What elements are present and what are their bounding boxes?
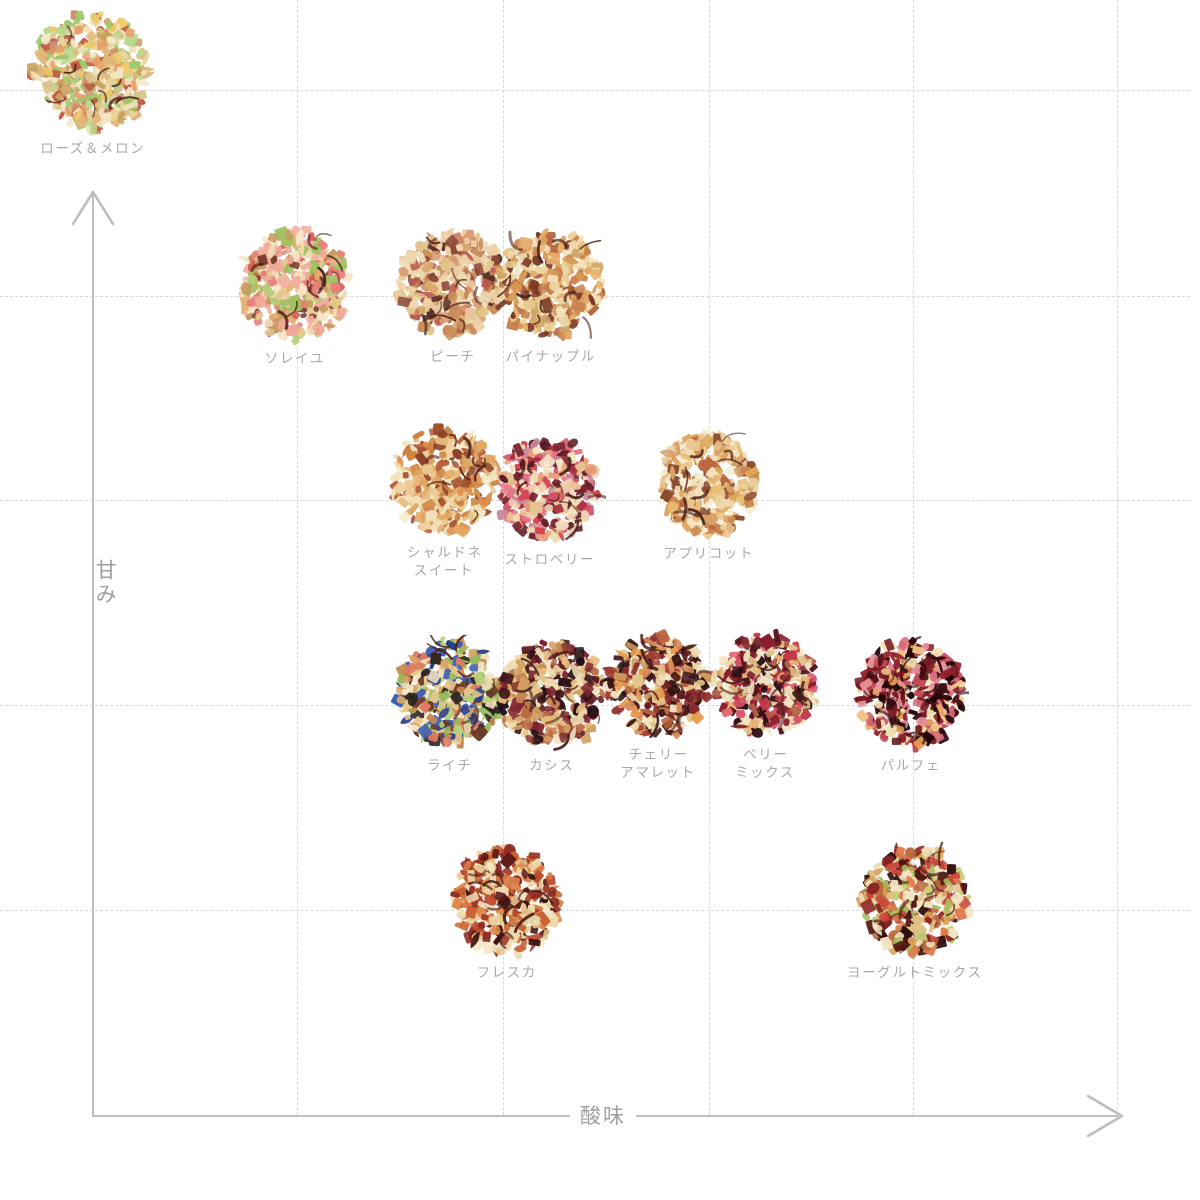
tea-blend-label: パイナップル [505, 348, 596, 364]
tea-blend-item[interactable]: パルフェ [851, 635, 969, 775]
tea-blend-cluster-icon [389, 423, 502, 538]
tea-blend-cluster-icon [449, 843, 564, 960]
gridline-vertical [913, 0, 914, 1115]
x-axis-arrow-icon [1086, 1094, 1124, 1138]
gridline-horizontal [0, 90, 1190, 91]
tea-blend-label: ソレイユ [264, 350, 325, 366]
tea-blend-cluster-icon [855, 841, 973, 959]
tea-blend-cluster-icon [390, 634, 507, 749]
gridline-vertical [503, 0, 504, 1115]
tea-blend-cluster-icon [494, 228, 607, 342]
x-axis-label: 酸味 [570, 1100, 636, 1130]
tea-blend-cluster-icon [657, 428, 761, 540]
tea-blend-label: フレスカ [476, 964, 537, 980]
tea-blend-cluster-icon [237, 225, 354, 345]
tea-blend-cluster-icon [601, 629, 714, 740]
tea-blend-item[interactable]: ベリー ミックス [708, 628, 822, 782]
gridline-vertical [1117, 0, 1118, 1115]
tea-blend-item[interactable]: ローズ＆メロン [27, 6, 157, 158]
tea-blend-item[interactable]: ストロベリー [492, 433, 606, 569]
tea-blend-item[interactable]: チェリー アマレット [601, 628, 715, 782]
tea-blend-cluster-icon [710, 629, 820, 738]
tea-blend-item[interactable]: アプリコット [651, 427, 765, 563]
tea-blend-label: チェリー アマレット [620, 746, 696, 780]
tea-blend-item[interactable]: ヨーグルトミックス [845, 841, 983, 982]
tea-blend-label: ストロベリー [504, 551, 596, 567]
tea-blend-item[interactable]: パイナップル [491, 226, 609, 366]
gridline-vertical [709, 0, 710, 1115]
tea-blend-cluster-icon [393, 227, 511, 341]
gridline-horizontal [0, 910, 1190, 911]
tea-blend-label: カシス [529, 757, 575, 773]
tea-blend-item[interactable]: シャルドネ スイート [385, 422, 503, 580]
tea-blend-label: ライチ [427, 757, 473, 773]
tea-blend-label: ピーチ [430, 348, 476, 364]
tea-blend-cluster-icon [496, 437, 606, 544]
tea-blend-item[interactable]: ソレイユ [233, 224, 355, 368]
tea-blend-label: ベリー ミックス [735, 746, 795, 780]
tea-blend-label: パルフェ [880, 757, 941, 773]
tea-blend-label: ローズ＆メロン [40, 140, 146, 156]
gridline-vertical [297, 0, 298, 1115]
tea-blend-label: ヨーグルトミックス [847, 964, 983, 980]
tea-blend-item[interactable]: ピーチ [393, 226, 511, 366]
tea-blend-item[interactable]: カシス [492, 635, 610, 775]
y-axis-arrow-icon [71, 190, 115, 226]
tea-blend-item[interactable]: フレスカ [447, 842, 565, 982]
tea-blend-cluster-icon [27, 10, 156, 136]
y-axis-label: 甘み [93, 559, 117, 607]
tea-blend-cluster-icon [495, 639, 607, 751]
y-axis-line [92, 192, 94, 1115]
tea-blend-item[interactable]: ライチ [390, 634, 508, 775]
tea-blend-cluster-icon [853, 636, 969, 753]
tea-blend-label: シャルドネ スイート [407, 544, 483, 578]
tea-blend-label: アプリコット [663, 545, 755, 561]
